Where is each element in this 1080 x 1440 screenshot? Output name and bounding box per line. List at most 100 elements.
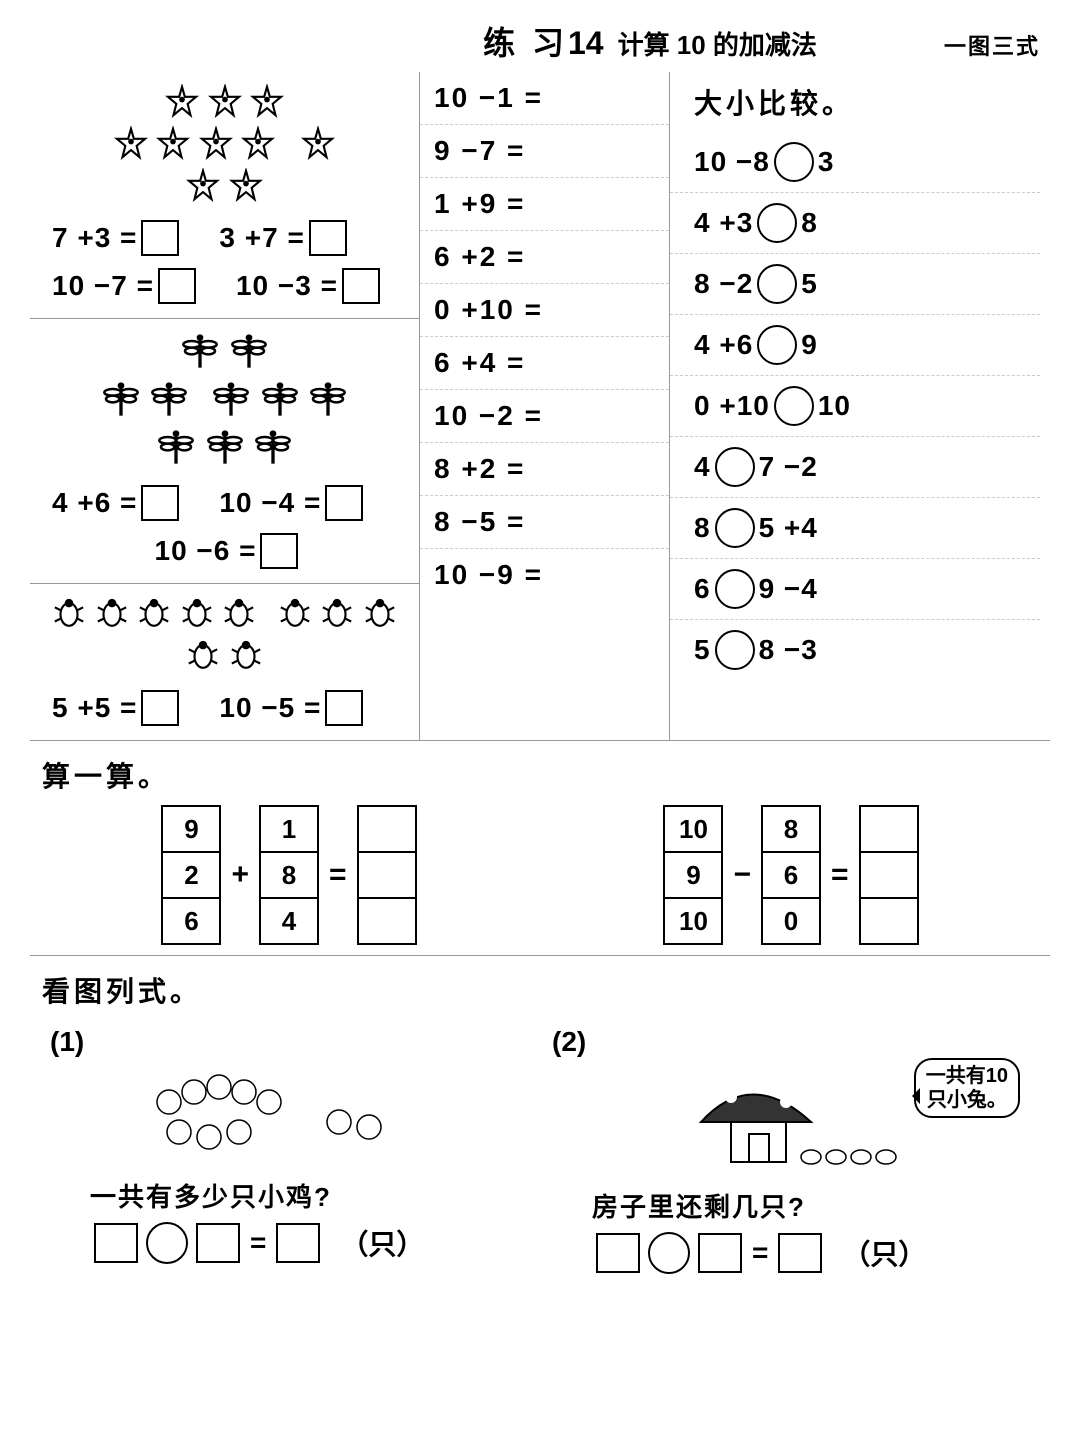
wp-box[interactable] bbox=[698, 1233, 742, 1273]
answer-box[interactable] bbox=[141, 220, 179, 256]
calc-answer-cell[interactable] bbox=[357, 805, 417, 853]
equation-row: 7 +3 = 3 +7 = bbox=[40, 214, 409, 262]
picture-block-dragonflies: 4 +6 = 10 −4 = 10 −6 = bbox=[30, 319, 419, 584]
arith-row: 8 −5 = bbox=[420, 496, 669, 549]
equation-label: 7 +3 = bbox=[52, 222, 137, 254]
arith-eq: 8 +2 = bbox=[434, 453, 525, 485]
compare-right: 7 −2 bbox=[759, 451, 818, 483]
calc-cell: 0 bbox=[761, 897, 821, 945]
compare-circle[interactable] bbox=[757, 264, 797, 304]
equation-label: 10 −3 = bbox=[236, 270, 338, 302]
wp-number: (1) bbox=[50, 1026, 84, 1057]
calc-answer-cell[interactable] bbox=[357, 897, 417, 945]
wp-op-circle[interactable] bbox=[146, 1222, 188, 1264]
calc-answer-cell[interactable] bbox=[357, 851, 417, 899]
calc-answer-cell[interactable] bbox=[859, 805, 919, 853]
compare-circle[interactable] bbox=[715, 447, 755, 487]
compare-right: 5 +4 bbox=[759, 512, 818, 544]
calc-answer-cell[interactable] bbox=[859, 851, 919, 899]
compare-circle[interactable] bbox=[757, 325, 797, 365]
bubble-line: 一共有10 bbox=[926, 1065, 1008, 1087]
wp-unit: （只） bbox=[842, 1233, 926, 1273]
calc-cell: 8 bbox=[761, 805, 821, 853]
picture-block-bugs: 5 +5 = 10 −5 = bbox=[30, 584, 419, 740]
wp-op-circle[interactable] bbox=[648, 1232, 690, 1274]
star-icon bbox=[165, 84, 199, 118]
star-icon bbox=[199, 126, 233, 160]
compare-circle[interactable] bbox=[774, 142, 814, 182]
arith-eq: 0 +10 = bbox=[434, 294, 543, 326]
compare-circle[interactable] bbox=[715, 630, 755, 670]
wp-box[interactable] bbox=[196, 1223, 240, 1263]
top-grid: 7 +3 = 3 +7 = 10 −7 = 10 −3 = bbox=[30, 72, 1050, 741]
answer-box[interactable] bbox=[141, 485, 179, 521]
worksheet-header: 练 习 14 计算 10 的加减法 一图三式 bbox=[30, 18, 1050, 64]
answer-box[interactable] bbox=[260, 533, 298, 569]
compare-title: 大小比较。 bbox=[670, 72, 1040, 132]
equation-label: 4 +6 = bbox=[52, 487, 137, 519]
answer-box[interactable] bbox=[158, 268, 196, 304]
compare-right: 8 bbox=[801, 207, 818, 239]
dragonfly-icon bbox=[205, 427, 245, 467]
star-icon bbox=[229, 168, 263, 202]
answer-box[interactable] bbox=[309, 220, 347, 256]
equation-row: 4 +6 = 10 −4 = bbox=[40, 479, 409, 527]
arith-row: 9 −7 = bbox=[420, 125, 669, 178]
wp-equation: = （只） bbox=[90, 1222, 528, 1264]
dragonfly-icon bbox=[260, 379, 300, 419]
compare-row: 4 +69 bbox=[670, 315, 1040, 376]
dragonfly-icon bbox=[156, 427, 196, 467]
wp-unit: （只） bbox=[340, 1223, 424, 1263]
picture-equations-column: 7 +3 = 3 +7 = 10 −7 = 10 −3 = bbox=[30, 72, 420, 740]
star-icon bbox=[241, 126, 275, 160]
title-right-label: 一图三式 bbox=[944, 34, 1040, 59]
bug-group-a bbox=[50, 619, 262, 636]
arith-eq: 1 +9 = bbox=[434, 188, 525, 220]
wordp-title: 看图列式。 bbox=[42, 970, 1042, 1010]
calc-table: 9 2 6 + 1 8 4 = bbox=[161, 805, 416, 945]
calc-answer-cell[interactable] bbox=[859, 897, 919, 945]
picture-block-stars: 7 +3 = 3 +7 = 10 −7 = 10 −3 = bbox=[30, 72, 419, 319]
compare-circle[interactable] bbox=[715, 508, 755, 548]
arith-eq: 6 +2 = bbox=[434, 241, 525, 273]
equation-label: 10 −6 = bbox=[155, 535, 257, 567]
compare-left: 4 bbox=[694, 451, 711, 483]
equals-sign: = bbox=[250, 1227, 266, 1259]
star-icon bbox=[114, 126, 148, 160]
answer-box[interactable] bbox=[342, 268, 380, 304]
answer-box[interactable] bbox=[325, 690, 363, 726]
equation-row: 5 +5 = 10 −5 = bbox=[40, 684, 409, 732]
arith-row: 6 +2 = bbox=[420, 231, 669, 284]
compare-circle[interactable] bbox=[715, 569, 755, 609]
arith-row: 0 +10 = bbox=[420, 284, 669, 337]
calc-cell: 9 bbox=[161, 805, 221, 853]
arith-row: 10 −1 = bbox=[420, 72, 669, 125]
compare-right: 9 bbox=[801, 329, 818, 361]
bug-icon bbox=[137, 596, 171, 630]
bubble-line: 只小兔。 bbox=[927, 1089, 1007, 1111]
calc-section: 算一算。 9 2 6 + 1 8 4 = bbox=[30, 741, 1050, 956]
compare-circle[interactable] bbox=[774, 386, 814, 426]
wp-box[interactable] bbox=[596, 1233, 640, 1273]
arith-row: 10 −2 = bbox=[420, 390, 669, 443]
star-icon bbox=[186, 168, 220, 202]
arith-eq: 9 −7 = bbox=[434, 135, 525, 167]
compare-circle[interactable] bbox=[757, 203, 797, 243]
compare-right: 10 bbox=[818, 390, 851, 422]
wp-box[interactable] bbox=[778, 1233, 822, 1273]
word-problem-2: (2) 一共有10 只小兔。 bbox=[540, 1020, 1042, 1274]
answer-box[interactable] bbox=[141, 690, 179, 726]
answer-box[interactable] bbox=[325, 485, 363, 521]
bug-icon bbox=[363, 596, 397, 630]
calc-cell: 10 bbox=[663, 805, 723, 853]
compare-row: 8 −25 bbox=[670, 254, 1040, 315]
equation-label: 10 −5 = bbox=[219, 692, 321, 724]
wp-number: (2) bbox=[552, 1026, 586, 1057]
speech-bubble: 一共有10 只小兔。 bbox=[914, 1058, 1020, 1118]
word-problem-section: 看图列式。 (1) 一共有多少只小鸡? bbox=[30, 956, 1050, 1284]
equals-sign: = bbox=[752, 1237, 768, 1269]
calc-cell: 6 bbox=[161, 897, 221, 945]
wp-box[interactable] bbox=[276, 1223, 320, 1263]
wp-box[interactable] bbox=[94, 1223, 138, 1263]
arith-row: 10 −9 = bbox=[420, 549, 669, 601]
